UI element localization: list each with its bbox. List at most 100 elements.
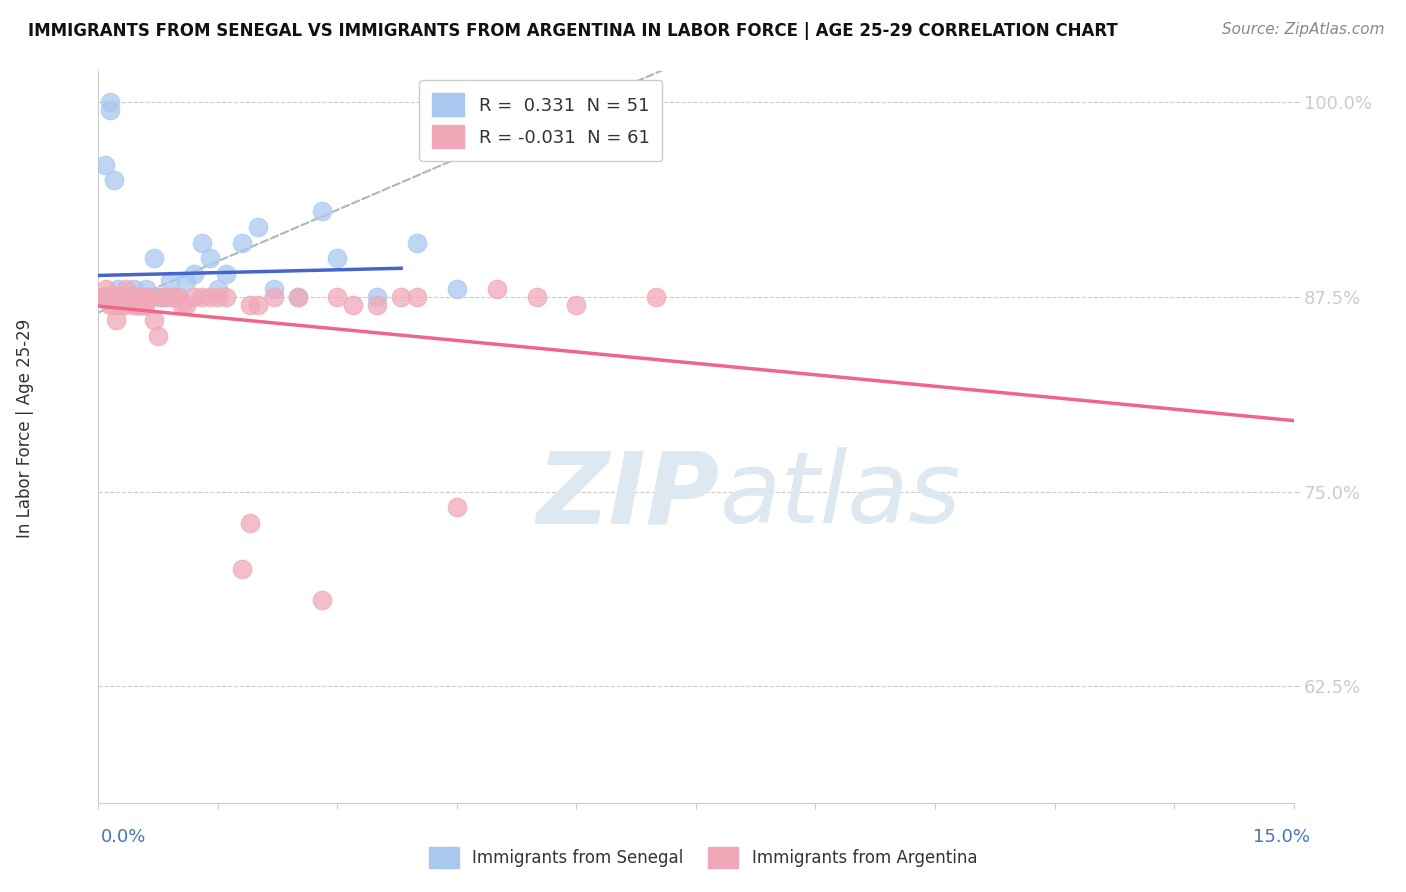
Point (287, 290, 309, 304)
Point (215, 290, 238, 304)
Point (112, 290, 135, 304)
Point (121, 290, 143, 304)
Point (231, 235, 253, 250)
Point (198, 251, 221, 265)
Point (94, 290, 117, 304)
Point (155, 290, 177, 304)
Point (135, 290, 157, 304)
Point (98, 290, 122, 304)
Point (342, 298, 364, 312)
Point (139, 290, 162, 304)
Point (124, 290, 146, 304)
Point (326, 290, 349, 304)
Point (326, 251, 349, 265)
Point (148, 329, 170, 343)
Point (239, 298, 262, 312)
Point (96, 290, 118, 304)
Point (131, 290, 153, 304)
Point (163, 290, 186, 304)
Point (98, 103, 122, 118)
Point (150, 290, 173, 304)
Point (124, 298, 146, 312)
Point (96, 290, 118, 304)
Point (163, 290, 186, 304)
Point (446, 282, 468, 296)
Text: In Labor Force | Age 25-29: In Labor Force | Age 25-29 (17, 318, 34, 538)
Point (366, 290, 388, 304)
Point (110, 298, 132, 312)
Point (96, 282, 118, 296)
Point (98, 298, 122, 312)
Point (103, 298, 125, 312)
Point (526, 290, 548, 304)
Point (107, 290, 129, 304)
Point (107, 290, 129, 304)
Point (111, 290, 134, 304)
Point (125, 298, 148, 312)
Point (101, 290, 124, 304)
Point (645, 290, 668, 304)
Point (134, 298, 156, 312)
Point (389, 290, 412, 304)
Point (150, 290, 173, 304)
Point (167, 290, 190, 304)
Point (97, 290, 120, 304)
Point (120, 290, 142, 304)
Point (191, 235, 214, 250)
Text: 15.0%: 15.0% (1253, 828, 1310, 846)
Text: 0.0%: 0.0% (101, 828, 146, 846)
Point (139, 290, 162, 304)
Point (191, 290, 214, 304)
Point (148, 290, 170, 304)
Point (183, 290, 205, 304)
Point (110, 290, 132, 304)
Point (103, 173, 125, 187)
Point (143, 313, 166, 327)
Point (231, 562, 253, 576)
Text: IMMIGRANTS FROM SENEGAL VS IMMIGRANTS FROM ARGENTINA IN LABOR FORCE | AGE 25-29 : IMMIGRANTS FROM SENEGAL VS IMMIGRANTS FR… (28, 22, 1118, 40)
Point (125, 298, 148, 312)
Point (111, 290, 134, 304)
Point (115, 290, 138, 304)
Point (98, 95, 122, 110)
Point (311, 204, 333, 219)
Point (207, 290, 229, 304)
Text: Source: ZipAtlas.com: Source: ZipAtlas.com (1222, 22, 1385, 37)
Point (97, 290, 120, 304)
Text: ZIP: ZIP (537, 447, 720, 544)
Point (127, 290, 149, 304)
Point (135, 282, 157, 296)
Legend: R =  0.331  N = 51, R = -0.031  N = 61: R = 0.331 N = 51, R = -0.031 N = 61 (419, 80, 662, 161)
Point (406, 290, 429, 304)
Point (406, 235, 429, 250)
Point (111, 290, 134, 304)
Point (287, 290, 309, 304)
Point (215, 267, 238, 281)
Point (172, 298, 194, 312)
Text: atlas: atlas (720, 447, 962, 544)
Legend: Immigrants from Senegal, Immigrants from Argentina: Immigrants from Senegal, Immigrants from… (422, 840, 984, 875)
Point (446, 500, 468, 515)
Point (97, 290, 120, 304)
Point (94, 290, 117, 304)
Point (94, 158, 117, 172)
Point (246, 219, 269, 234)
Point (239, 516, 262, 530)
Point (246, 298, 269, 312)
Point (91, 290, 114, 304)
Point (159, 290, 181, 304)
Point (91, 290, 114, 304)
Point (134, 298, 156, 312)
Point (183, 267, 205, 281)
Point (174, 275, 197, 289)
Point (107, 290, 129, 304)
Point (124, 282, 146, 296)
Point (198, 290, 221, 304)
Point (174, 298, 197, 312)
Point (104, 290, 127, 304)
Point (101, 290, 124, 304)
Point (311, 593, 333, 607)
Point (107, 282, 129, 296)
Point (115, 282, 138, 296)
Point (127, 290, 149, 304)
